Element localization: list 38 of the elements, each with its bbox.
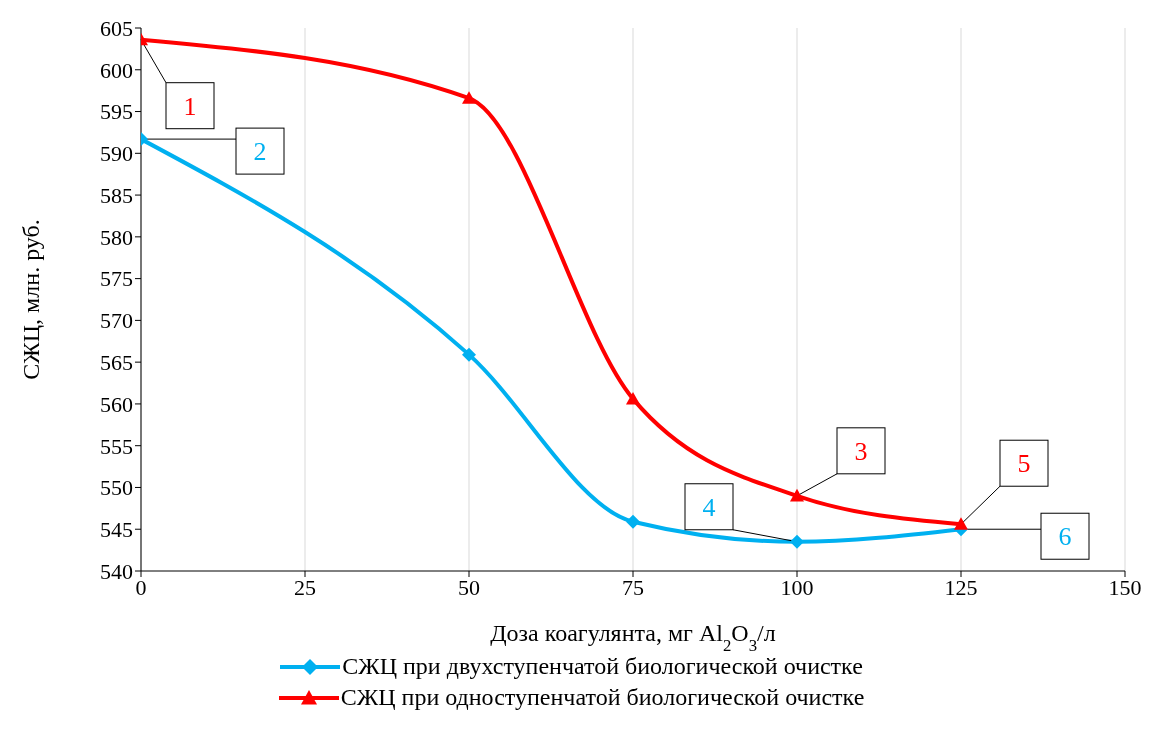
- y-tick-label: 605: [100, 15, 133, 41]
- x-tick-label: 0: [135, 574, 147, 600]
- y-tick-label: 565: [100, 349, 133, 375]
- point: [790, 488, 804, 502]
- annotation: 6: [1058, 522, 1072, 552]
- y-tick-label: 600: [100, 57, 133, 83]
- y-axis-title: СЖЦ, млн. руб.: [17, 219, 44, 380]
- y-tick-label: 555: [100, 433, 133, 459]
- y-tick-label: 545: [100, 517, 133, 543]
- point: [954, 517, 968, 530]
- y-tick-label: 575: [100, 266, 133, 292]
- y-tick-label: 580: [100, 224, 133, 250]
- y-tick-label: 570: [100, 308, 133, 334]
- y-tick-label: 595: [100, 99, 133, 125]
- x-tick-label: 25: [294, 574, 316, 600]
- point: [626, 514, 640, 529]
- annotation: 5: [1017, 449, 1031, 479]
- x-tick-label: 150: [1108, 574, 1142, 600]
- y-tick-label: 590: [100, 141, 133, 167]
- point: [462, 91, 476, 104]
- y-tick-label: 560: [100, 391, 133, 417]
- point: [626, 391, 640, 405]
- x-tick-label: 125: [944, 574, 978, 600]
- point: [462, 347, 476, 362]
- x-tick-label: 50: [458, 574, 480, 600]
- annotation: 3: [854, 436, 868, 466]
- annotation: 4: [702, 492, 716, 522]
- x-tick-label: 100: [780, 574, 814, 600]
- x-tick-label: 75: [622, 574, 644, 600]
- point: [790, 534, 804, 549]
- x-axis-title: Доза коагулянта, мг Al$_{2}$O$_{3}$/л: [490, 620, 776, 655]
- annotation: 2: [253, 137, 267, 167]
- annotation: 1: [183, 91, 197, 121]
- y-tick-label: 540: [100, 558, 133, 584]
- legend-label: СЖЦ при одноступенчатой биологической очистке: [340, 684, 865, 711]
- legend-label: СЖЦ при двухступенчатой биологической очистке: [342, 653, 863, 680]
- y-tick-label: 585: [100, 182, 133, 208]
- y-tick-label: 550: [100, 475, 133, 501]
